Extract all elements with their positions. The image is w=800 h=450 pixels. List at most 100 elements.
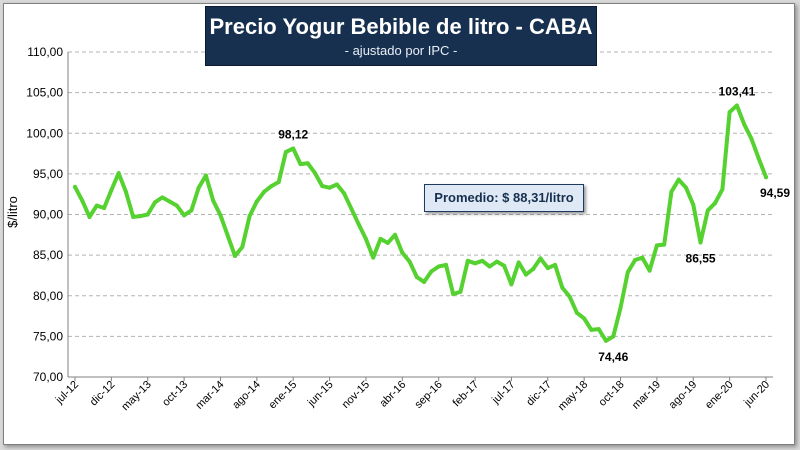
data-point <box>487 264 492 269</box>
data-label: 103,41 <box>719 85 756 99</box>
chart-frame <box>3 3 795 445</box>
data-point <box>385 240 390 245</box>
data-point <box>589 327 594 332</box>
x-tick-label: abr-16 <box>377 379 408 410</box>
y-tick-label: 90,00 <box>33 208 63 222</box>
data-point <box>603 338 608 343</box>
x-tick-label: ene-15 <box>267 379 300 412</box>
data-point <box>276 180 281 184</box>
data-point <box>298 162 303 167</box>
data-point <box>691 202 696 207</box>
y-tick-label: 70,00 <box>33 370 63 384</box>
data-point <box>749 136 754 141</box>
data-point <box>131 214 136 219</box>
data-point <box>247 214 252 219</box>
data-label: 94,59 <box>760 186 790 200</box>
data-points <box>73 103 768 343</box>
data-point <box>713 201 718 206</box>
data-point <box>73 184 77 189</box>
data-point <box>116 171 121 176</box>
data-point <box>196 185 201 190</box>
x-tick-label: jul-17 <box>489 379 517 407</box>
data-point <box>640 255 645 260</box>
data-point <box>742 122 747 127</box>
data-point <box>480 258 485 263</box>
x-tick-label: dic-17 <box>524 379 554 409</box>
data-point <box>502 263 507 268</box>
y-tick-label: 80,00 <box>33 289 63 303</box>
data-point <box>363 236 368 241</box>
data-point <box>647 268 652 273</box>
data-point <box>523 272 528 277</box>
grid-lines <box>68 51 773 337</box>
data-point <box>313 171 318 176</box>
chart-subtitle: - ajustado por IPC - <box>344 43 458 58</box>
data-point <box>342 191 347 196</box>
x-tick-label: ago-19 <box>667 379 700 412</box>
data-point <box>94 203 99 208</box>
data-point <box>545 266 550 271</box>
y-tick-label: 100,00 <box>26 126 63 140</box>
chart-title-box: Precio Yogur Bebible de litro - CABA - a… <box>205 6 597 66</box>
data-point <box>327 185 332 190</box>
x-tick-label: ene-20 <box>703 379 736 412</box>
data-point <box>465 258 470 263</box>
data-point <box>349 206 354 211</box>
data-point <box>393 232 398 237</box>
data-point <box>182 213 187 218</box>
data-point <box>283 149 288 154</box>
data-point <box>145 212 150 217</box>
data-point <box>80 198 85 203</box>
price-series-line <box>73 103 768 343</box>
x-tick-label: feb-17 <box>451 379 482 410</box>
data-point <box>538 256 543 261</box>
data-point <box>102 206 107 210</box>
data-point <box>451 292 456 297</box>
data-point <box>734 103 739 108</box>
data-point <box>705 208 710 213</box>
data-point <box>225 233 230 238</box>
data-point <box>669 189 674 194</box>
data-point <box>429 269 434 274</box>
data-point <box>698 240 703 245</box>
x-tick-label: ago-14 <box>230 379 263 412</box>
x-tick-label: nov-15 <box>340 379 372 411</box>
data-point <box>407 259 412 264</box>
data-point <box>233 253 238 258</box>
data-point <box>291 146 296 151</box>
data-point <box>633 258 638 262</box>
data-point <box>509 282 514 287</box>
data-point <box>262 189 267 194</box>
data-point <box>596 327 601 332</box>
data-label: 98,12 <box>278 128 308 142</box>
data-point <box>756 156 761 161</box>
x-tick-label: may-13 <box>119 379 153 413</box>
data-point <box>727 110 732 115</box>
data-point <box>123 189 128 194</box>
data-point <box>87 214 92 219</box>
data-point <box>494 259 499 264</box>
y-tick-labels: 70,00 75,00 80,00 85,00 90,00 95,00 100,00 105,… <box>26 45 63 384</box>
y-tick-label: 105,00 <box>26 86 63 100</box>
data-point <box>269 184 274 189</box>
data-point <box>320 184 325 189</box>
x-tick-label: oct-13 <box>160 379 190 409</box>
data-point <box>414 275 419 280</box>
data-point <box>436 264 441 269</box>
x-tick-label: jun-15 <box>305 379 336 410</box>
data-point <box>160 195 165 200</box>
data-point <box>683 185 688 190</box>
data-point <box>305 161 310 166</box>
data-point <box>625 270 630 275</box>
chart-title: Precio Yogur Bebible de litro - CABA <box>209 14 593 39</box>
x-tick-label: oct-18 <box>597 379 627 409</box>
data-point <box>174 203 179 208</box>
data-point <box>567 294 572 299</box>
data-point <box>654 243 659 248</box>
y-axis-label: $/litro <box>5 196 20 228</box>
data-point <box>203 173 208 178</box>
data-point <box>371 255 376 260</box>
x-tick-label: dic-12 <box>88 379 118 409</box>
data-point <box>676 177 681 182</box>
